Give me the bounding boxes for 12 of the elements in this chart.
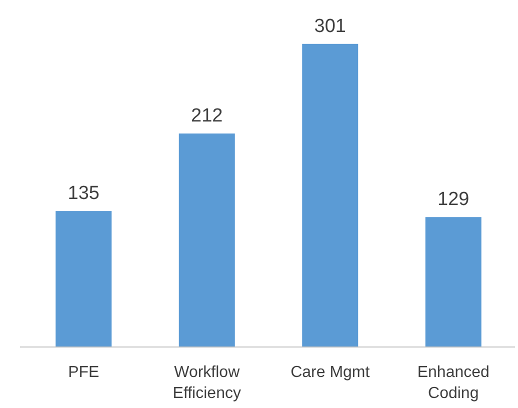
x-tick-label: Workflow Efficiency (172, 364, 241, 402)
bar (56, 211, 112, 347)
bar (302, 44, 358, 347)
data-label: 212 (191, 106, 223, 127)
data-label: 129 (438, 189, 470, 210)
data-label: 135 (68, 183, 100, 204)
x-tick-label: Care Mgmt (290, 364, 370, 381)
bar (425, 217, 482, 347)
x-tick-label: Enhanced Coding (417, 364, 490, 402)
bar (178, 134, 235, 347)
x-tick-label: PFE (68, 364, 100, 381)
data-label: 301 (314, 16, 346, 37)
